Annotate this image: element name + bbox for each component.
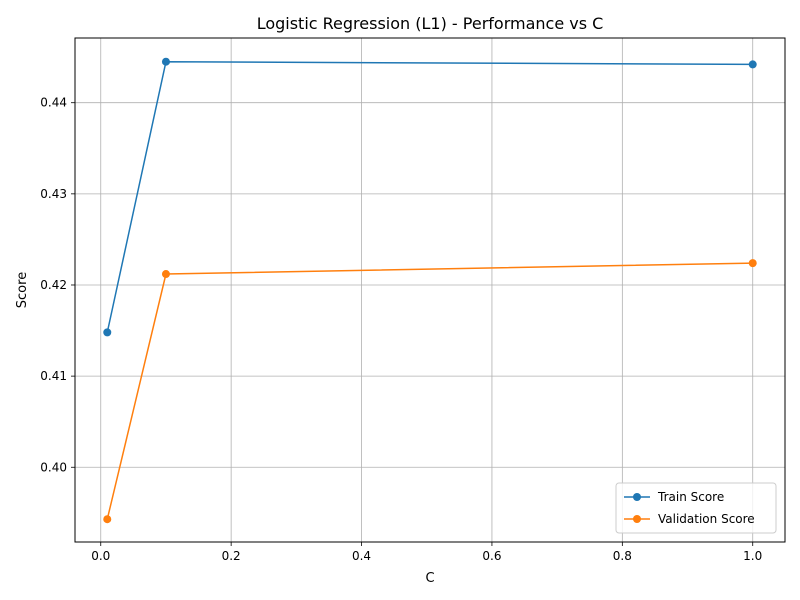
plot-frame (74, 37, 786, 543)
legend-label: Train Score (657, 490, 724, 504)
data-point (748, 60, 757, 69)
legend-label: Validation Score (658, 512, 755, 526)
data-point (103, 328, 112, 337)
x-tick-label: 0.8 (613, 549, 632, 563)
x-tick-label: 1.0 (743, 549, 762, 563)
y-tick-label: 0.44 (40, 96, 67, 110)
x-axis-label: C (425, 571, 434, 586)
y-axis-label: Score (15, 272, 30, 308)
x-tick-label: 0.6 (482, 549, 501, 563)
tick-layer: 0.0 0.2 0.4 0.6 0.8 1.0 0.40 0.41 0.42 0.43 0.44 (40, 96, 762, 563)
grid-layer (75, 38, 785, 542)
x-tick-label: 0.2 (222, 549, 241, 563)
x-tick-label: 0.0 (91, 549, 110, 563)
y-tick-label: 0.42 (40, 278, 67, 292)
y-tick-label: 0.40 (40, 460, 67, 474)
y-tick-label: 0.43 (40, 187, 67, 201)
y-tick-label: 0.41 (40, 369, 67, 383)
legend: Train Score Validation Score (615, 482, 777, 534)
data-point (161, 57, 170, 66)
data-point (103, 515, 112, 524)
data-point (748, 259, 757, 268)
legend-box (615, 482, 777, 534)
series-layer (103, 57, 757, 524)
legend-marker (633, 515, 641, 523)
legend-marker (633, 493, 641, 501)
series-line (106, 262, 753, 520)
data-point (161, 270, 170, 279)
chart-title: Logistic Regression (L1) - Performance v… (257, 14, 604, 33)
x-tick-label: 0.4 (352, 549, 371, 563)
series-line (106, 60, 753, 333)
